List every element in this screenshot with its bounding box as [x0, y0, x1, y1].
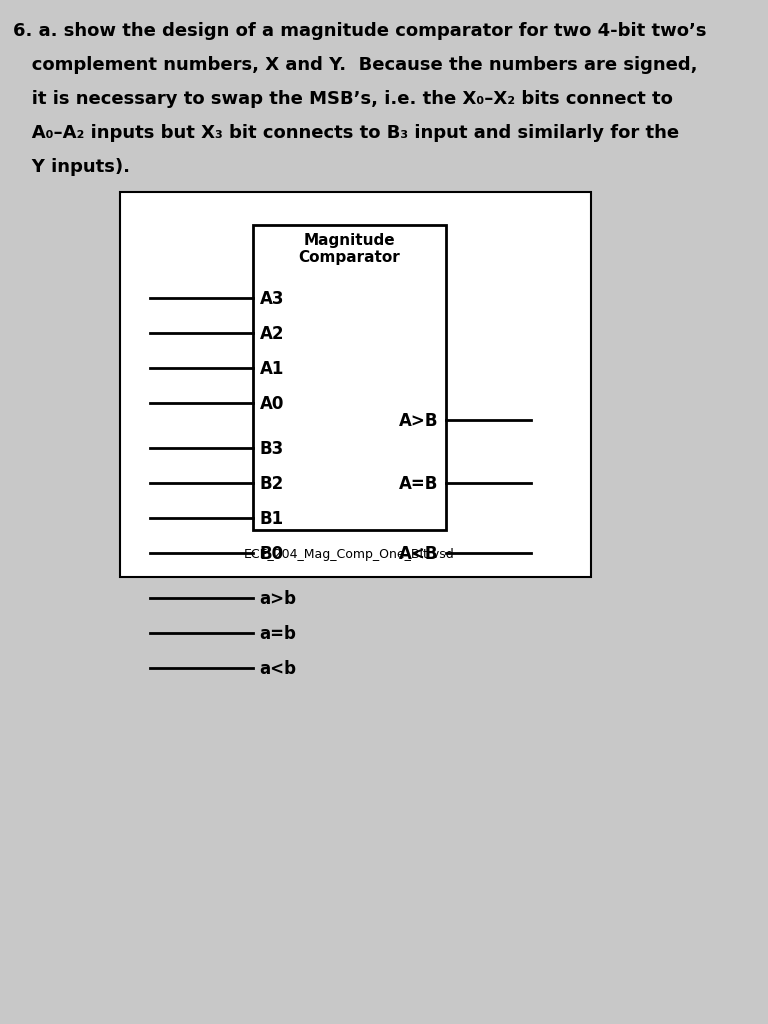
Text: B0: B0 [260, 545, 283, 563]
Text: a>b: a>b [260, 590, 296, 608]
Bar [253, 225, 445, 530]
Text: A₀–A₂ inputs but X₃ bit connects to B₃ input and similarly for the: A₀–A₂ inputs but X₃ bit connects to B₃ i… [13, 124, 679, 142]
Text: 6. a. show the design of a magnitude comparator for two 4-bit two’s: 6. a. show the design of a magnitude com… [13, 22, 707, 40]
Text: B1: B1 [260, 510, 283, 528]
Text: A>B: A>B [399, 412, 439, 430]
Text: A<B: A<B [399, 545, 439, 563]
Text: it is necessary to swap the MSB’s, i.e. the X₀–X₂ bits connect to: it is necessary to swap the MSB’s, i.e. … [13, 90, 673, 108]
Text: a<b: a<b [260, 660, 296, 678]
Bar [120, 193, 591, 577]
Text: A0: A0 [260, 395, 284, 413]
Text: B3: B3 [260, 440, 284, 458]
Text: A1: A1 [260, 360, 284, 378]
Text: Y inputs).: Y inputs). [13, 158, 130, 176]
Text: complement numbers, X and Y.  Because the numbers are signed,: complement numbers, X and Y. Because the… [13, 56, 697, 74]
Text: A2: A2 [260, 325, 284, 343]
Text: A3: A3 [260, 290, 284, 308]
Text: ECE_204_Mag_Comp_One_Bit.vsd: ECE_204_Mag_Comp_One_Bit.vsd [243, 548, 455, 561]
Text: a=b: a=b [260, 625, 296, 643]
Text: A=B: A=B [399, 475, 439, 493]
Text: Magnitude
Comparator: Magnitude Comparator [298, 233, 400, 265]
Text: B2: B2 [260, 475, 284, 493]
